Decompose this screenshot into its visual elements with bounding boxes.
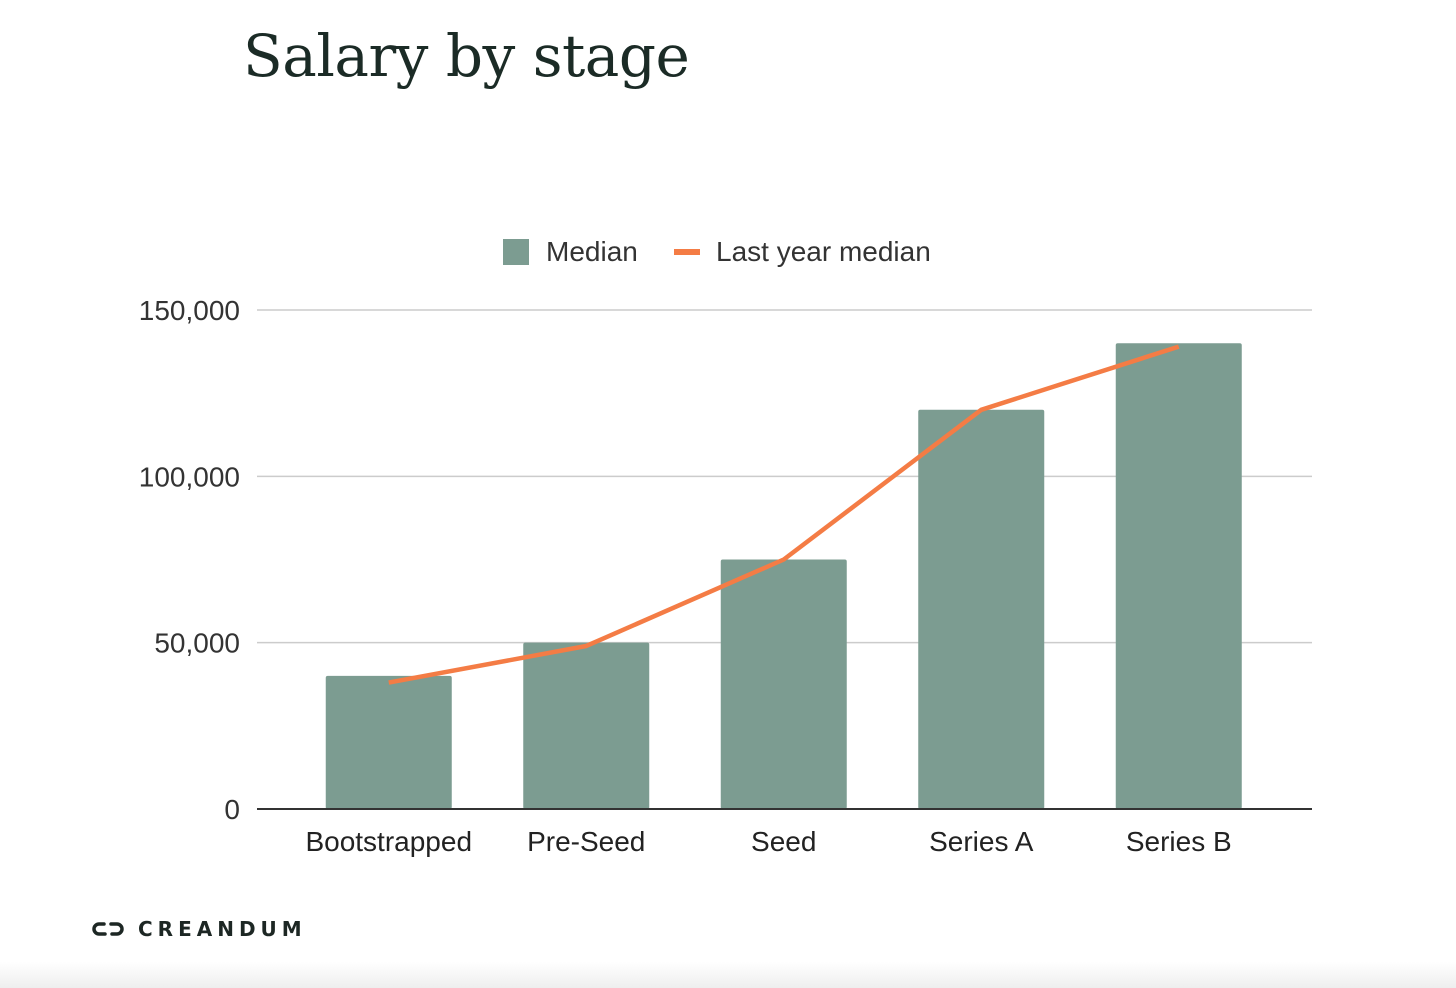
bar-median — [325, 675, 452, 809]
page-title: Salary by stage — [243, 22, 690, 90]
y-tick-label: 100,000 — [139, 461, 240, 492]
chart-legend: Median Last year median — [0, 232, 1456, 272]
axes: 0 50,000 100,000 150,000 Bootstrapped Pre-See… — [139, 295, 1312, 857]
bar-median — [918, 409, 1045, 809]
last-year-median-line-group — [388, 344, 1180, 685]
x-tick-label: Series A — [929, 826, 1034, 857]
legend-label-last-year-median: Last year median — [716, 236, 931, 267]
brand: CREANDUM — [92, 913, 307, 945]
bar-median — [1115, 343, 1242, 809]
legend-item-last-year-median: Last year median — [674, 232, 931, 272]
bar-median — [720, 559, 847, 809]
bar-median — [523, 642, 650, 809]
x-tick-label: Series B — [1126, 826, 1232, 857]
y-tick-label: 50,000 — [154, 628, 240, 659]
chain-link-icon — [92, 922, 124, 936]
bottom-edge — [0, 962, 1456, 988]
x-tick-label: Seed — [751, 826, 816, 857]
x-tick-label: Bootstrapped — [305, 826, 472, 857]
y-tick-label: 150,000 — [139, 295, 240, 326]
legend-label-median: Median — [546, 236, 638, 267]
legend-swatch-last-year-median — [674, 249, 700, 255]
brand-name: CREANDUM — [138, 917, 307, 941]
y-tick-label: 0 — [224, 794, 240, 825]
legend-item-median: Median — [503, 232, 638, 272]
x-tick-label: Pre-Seed — [527, 826, 645, 857]
legend-swatch-median — [503, 239, 529, 265]
median-bars — [325, 343, 1242, 809]
salary-chart: 0 50,000 100,000 150,000 Bootstrapped Pre-See… — [139, 295, 1312, 857]
